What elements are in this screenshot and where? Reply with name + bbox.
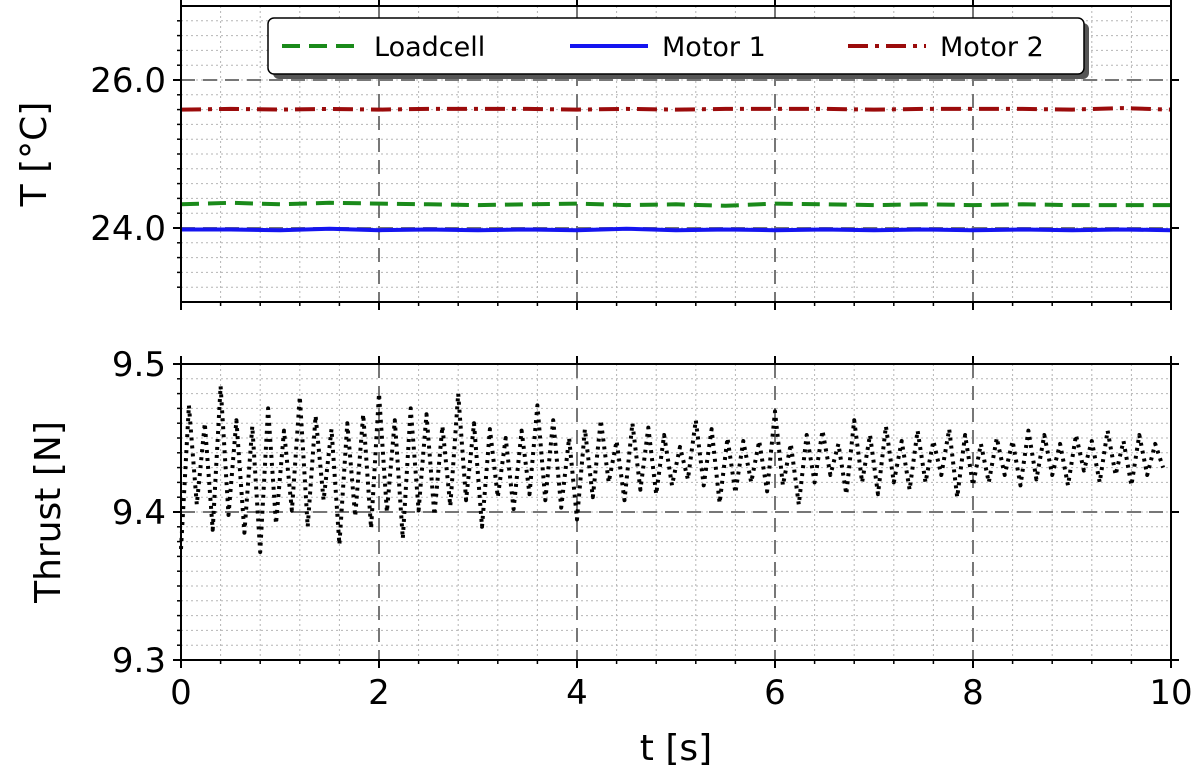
temperature-tick-labels: 24.0 26.0 [90, 61, 166, 249]
legend: Loadcell Motor 1 Motor 2 [267, 17, 1089, 79]
x-tick-label: 2 [368, 673, 390, 713]
y-tick-label: 9.4 [112, 493, 166, 533]
thrust-tick-labels: 9.3 9.4 9.5 0 2 4 6 8 10 [112, 345, 1193, 713]
x-tick-label: 8 [962, 673, 984, 713]
x-tick-label: 4 [566, 673, 588, 713]
thrust-series [179, 384, 1165, 554]
series-line-motor-2 [180, 106, 1172, 112]
legend-entry-motor-1: Motor 1 [570, 32, 766, 63]
y-tick-label: 9.3 [112, 641, 166, 681]
x-tick-label: 10 [1149, 673, 1192, 713]
legend-label-motor-2: Motor 2 [940, 32, 1044, 63]
y-tick-label: 9.5 [112, 345, 166, 385]
thrust-tick-marks [173, 356, 1179, 668]
x-tick-label: 0 [170, 673, 192, 713]
legend-label-loadcell: Loadcell [374, 32, 485, 63]
series-line-loadcell [180, 200, 1171, 208]
series-line-thrust [179, 384, 1165, 554]
y-tick-label: 24.0 [90, 209, 166, 249]
series-line-motor-1 [181, 226, 1172, 233]
time-x-axis-label: t [s] [640, 728, 712, 769]
thrust-y-axis-label: Thrust [N] [28, 421, 69, 604]
temperature-panel: 24.0 26.0 T [°C] Loadcell Motor 1 Motor 2 [14, 0, 1179, 310]
y-tick-label: 26.0 [90, 61, 166, 101]
thrust-panel: 9.3 9.4 9.5 0 2 4 6 8 10 Thrust [N] t [s] [28, 345, 1193, 769]
temperature-series [180, 106, 1172, 233]
temperature-tick-marks [173, 0, 1179, 310]
legend-box [267, 17, 1085, 75]
legend-entry-loadcell: Loadcell [282, 32, 485, 63]
legend-entry-motor-2: Motor 2 [848, 32, 1044, 63]
x-tick-label: 6 [764, 673, 786, 713]
legend-label-motor-1: Motor 1 [662, 32, 766, 63]
temperature-y-axis-label: T [°C] [14, 102, 55, 208]
